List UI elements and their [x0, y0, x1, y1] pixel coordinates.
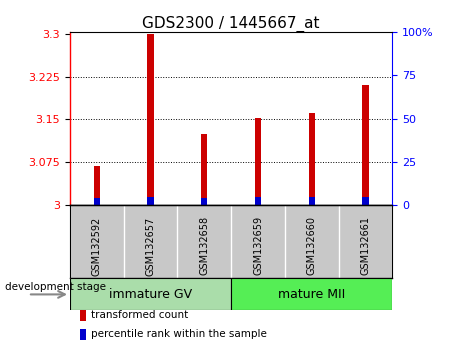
Bar — [70, 279, 231, 310]
Title: GDS2300 / 1445667_at: GDS2300 / 1445667_at — [143, 16, 320, 32]
Bar — [255, 197, 261, 205]
Bar — [93, 199, 100, 205]
Bar — [147, 34, 154, 205]
Text: transformed count: transformed count — [91, 310, 188, 320]
Text: GSM132592: GSM132592 — [92, 216, 102, 275]
Bar — [308, 113, 315, 205]
Text: GSM132660: GSM132660 — [307, 216, 317, 275]
Text: immature GV: immature GV — [109, 288, 192, 301]
Bar — [79, 310, 86, 321]
Bar — [79, 329, 86, 339]
Bar — [308, 197, 315, 205]
Text: GSM132658: GSM132658 — [199, 216, 209, 275]
Text: GSM132657: GSM132657 — [146, 216, 156, 275]
Text: GSM132659: GSM132659 — [253, 216, 263, 275]
Bar — [362, 197, 369, 205]
Bar — [201, 199, 207, 205]
Bar — [231, 279, 392, 310]
Bar — [255, 118, 261, 205]
Text: GSM132661: GSM132661 — [360, 216, 371, 275]
Bar — [93, 166, 100, 205]
Bar — [362, 85, 369, 205]
Text: mature MII: mature MII — [278, 288, 345, 301]
Bar — [147, 197, 154, 205]
Bar — [201, 134, 207, 205]
Text: development stage: development stage — [5, 282, 106, 292]
Text: percentile rank within the sample: percentile rank within the sample — [91, 329, 267, 339]
